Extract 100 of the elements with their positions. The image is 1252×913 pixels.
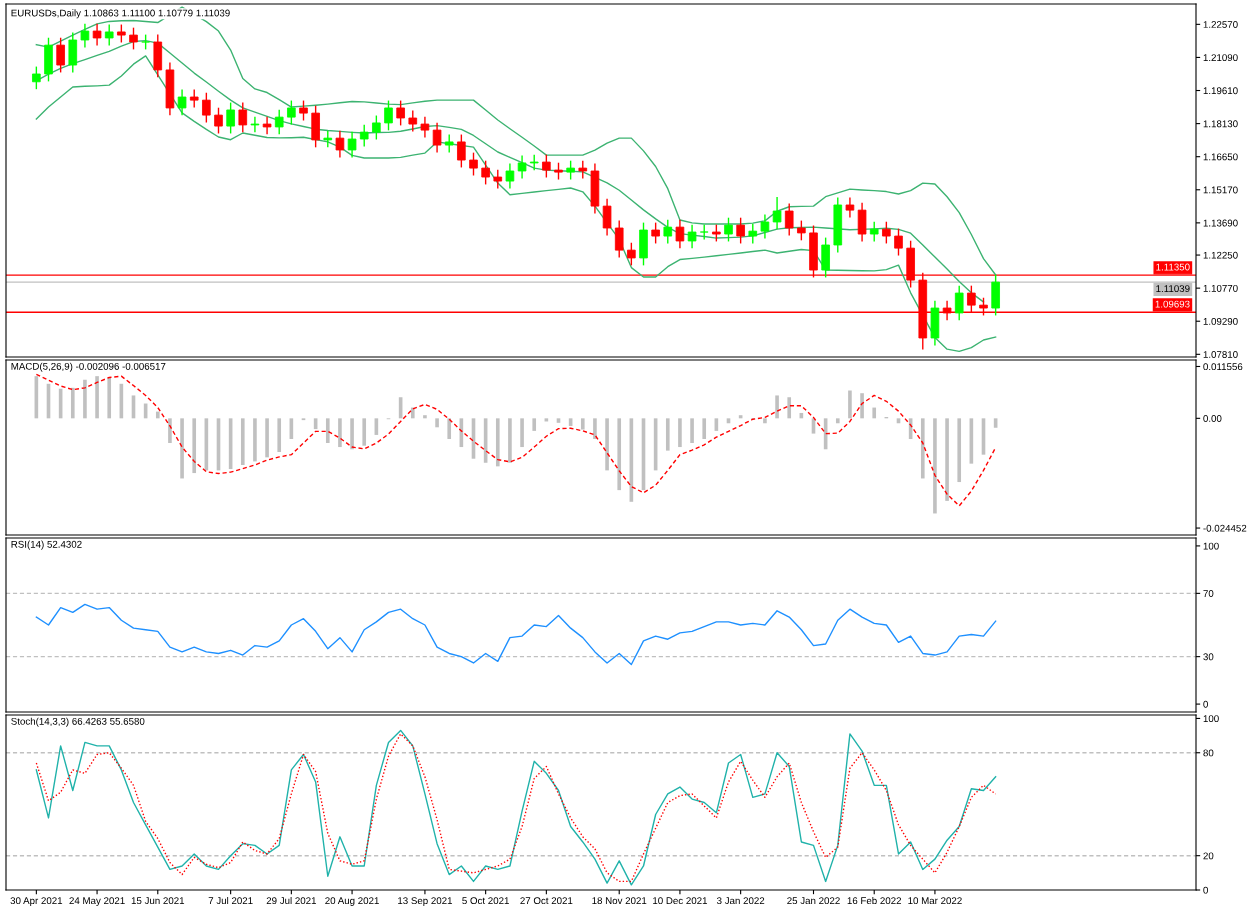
candlestick	[335, 130, 345, 158]
bar	[155, 411, 160, 419]
bar	[240, 418, 245, 465]
candlestick	[129, 27, 138, 50]
candlestick	[614, 220, 624, 258]
y-tick-label: 1.07810	[1203, 351, 1238, 358]
candlestick	[80, 23, 90, 48]
candlestick	[784, 203, 794, 236]
candlestick	[250, 116, 260, 133]
text: EURUSDs,Daily 1.10863 1.11100 1.10779 1.11039	[11, 9, 230, 19]
bar	[410, 407, 415, 419]
bar	[520, 418, 524, 448]
bar	[447, 418, 452, 439]
bar	[495, 418, 500, 467]
bar	[945, 418, 949, 501]
ref-line-label: 1.09693	[1155, 300, 1190, 308]
bar	[168, 418, 172, 444]
candlestick	[772, 196, 782, 230]
candlestick	[432, 122, 442, 153]
candlestick	[420, 116, 430, 138]
x-tick-label: 10 Mar 2022	[908, 897, 962, 905]
x-tick-label: 15 Jun 2021	[131, 897, 185, 905]
candlestick	[505, 163, 515, 189]
x-tick-label: 7 Jul 2021	[208, 896, 253, 905]
y-tick-label: 1.12250	[1203, 251, 1238, 259]
bar	[580, 418, 585, 430]
x-tick-label: 24 May 2021	[69, 897, 125, 907]
bar	[835, 418, 840, 424]
candlestick	[347, 131, 357, 158]
bar	[957, 418, 962, 483]
y-tick-label: 1.21090	[1203, 54, 1238, 62]
bar	[763, 418, 767, 424]
candlestick	[32, 66, 41, 90]
candlestick	[760, 214, 770, 239]
candlestick	[202, 92, 211, 123]
bar	[508, 418, 512, 463]
bar	[338, 418, 342, 448]
candlestick	[262, 116, 272, 135]
candlestick	[56, 37, 65, 73]
candlestick	[359, 124, 369, 147]
chart-title: MACD(5,26,9) -0.002096 -0.006517	[11, 362, 166, 372]
bar	[532, 418, 537, 431]
y-tick-label: 1.13690	[1203, 219, 1238, 227]
candlestick	[857, 202, 867, 242]
bar	[70, 387, 75, 419]
candlestick	[627, 242, 636, 266]
y-tick-label: 0.011556	[1203, 363, 1243, 371]
y-tick-label: 1.18130	[1203, 120, 1238, 128]
x-tick-label: 3 Jan 2022	[716, 897, 765, 905]
x-tick-label: 30 Apr 2021	[10, 897, 63, 907]
y-tick-label: 100	[1203, 715, 1219, 723]
bar	[665, 418, 670, 451]
y-tick-label: 1.19610	[1203, 87, 1238, 95]
bar	[253, 418, 257, 462]
candlestick	[287, 100, 296, 125]
candlestick	[651, 222, 660, 244]
chart-title: RSI(14) 52.4302	[11, 540, 82, 550]
candlestick	[104, 24, 114, 46]
bar	[192, 418, 197, 474]
y-tick-label: 0.00	[1203, 415, 1222, 422]
candlestick	[882, 221, 891, 244]
chart-title: Stoch(14,3,3) 66.4263 55.6580	[11, 717, 145, 727]
bar	[556, 418, 561, 423]
candlestick	[663, 219, 673, 244]
bar	[265, 418, 269, 458]
line-series	[35, 373, 997, 507]
bar	[702, 418, 707, 439]
y-tick-label: 1.15170	[1203, 186, 1238, 194]
x-tick-label: 25 Jan 2022	[787, 897, 840, 905]
x-tick-label: 5 Oct 2021	[462, 897, 509, 905]
candlestick	[384, 100, 393, 131]
bar	[325, 418, 330, 444]
x-tick-label: 13 Sep 2021	[398, 897, 453, 907]
bar	[787, 397, 792, 419]
y-tick-label: 20	[1203, 852, 1214, 860]
x-tick-label: 20 Aug 2021	[325, 897, 379, 907]
candlestick	[226, 102, 235, 134]
ref-line-label: 1.11039	[1156, 285, 1190, 293]
candlestick	[724, 217, 733, 242]
y-tick-label: 1.16650	[1203, 153, 1238, 161]
bar	[617, 418, 622, 491]
line-series	[35, 603, 997, 666]
y-tick-label: 1.10770	[1203, 284, 1238, 292]
y-tick-label: 30	[1203, 653, 1214, 661]
candlestick	[894, 228, 903, 256]
y-tick-label: -0.024452	[1203, 524, 1247, 532]
bar	[690, 418, 694, 444]
bar	[107, 377, 112, 419]
candlestick	[748, 223, 758, 244]
bar	[605, 418, 609, 471]
candlestick	[954, 285, 964, 321]
bar	[435, 418, 439, 428]
candlestick	[457, 134, 466, 168]
x-tick-label: 29 Jul 2021	[266, 896, 317, 905]
x-tick-label: 18 Nov 2021	[592, 897, 647, 905]
bar	[860, 393, 864, 419]
candlestick	[299, 100, 308, 121]
candlestick	[372, 115, 381, 140]
candlestick	[517, 155, 527, 179]
candlestick	[92, 23, 102, 46]
